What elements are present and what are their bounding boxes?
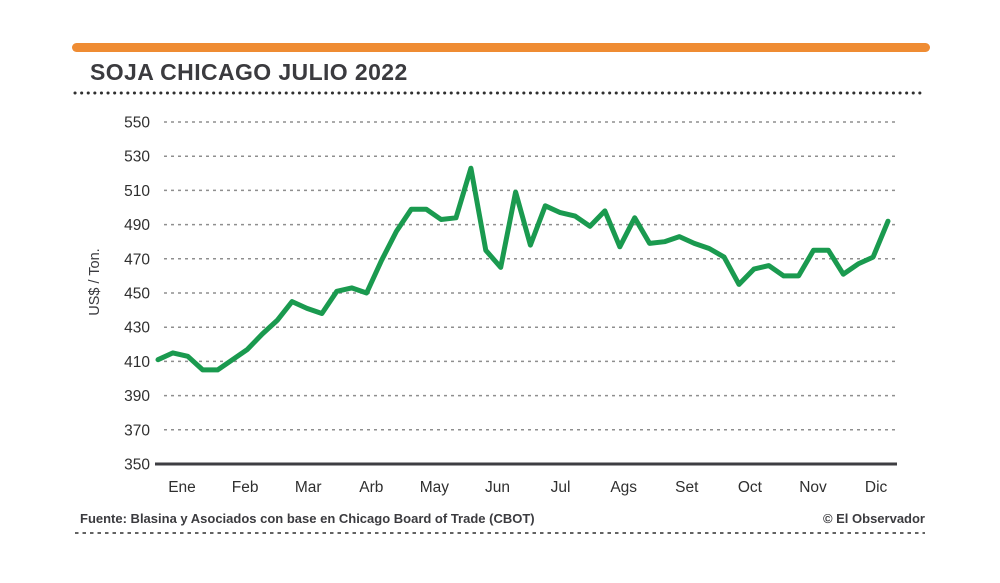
footer-source: Fuente: Blasina y Asociados con base en … — [80, 511, 535, 526]
x-tick-label: Ene — [168, 479, 196, 496]
page-title: SOJA CHICAGO JULIO 2022 — [90, 59, 408, 85]
y-tick-label: 530 — [124, 149, 150, 166]
x-tick-label: Ags — [610, 479, 637, 496]
price-line — [155, 165, 891, 373]
y-tick-label: 370 — [124, 422, 150, 439]
x-tick-label: Oct — [738, 479, 763, 496]
x-tick-label: Jul — [551, 479, 571, 496]
x-tick-label: Arb — [359, 479, 383, 496]
accent-bar — [72, 43, 930, 52]
x-tick-label: Feb — [232, 479, 259, 496]
y-axis-title: US$ / Ton. — [87, 248, 103, 316]
x-tick-label: Nov — [799, 479, 827, 496]
y-tick-label: 350 — [124, 457, 150, 474]
x-tick-label: May — [420, 479, 450, 496]
y-tick-label: 390 — [124, 388, 150, 405]
y-tick-label: 470 — [124, 251, 150, 268]
x-tick-label: Dic — [865, 479, 888, 496]
y-tick-label: 450 — [124, 286, 150, 303]
x-tick-label: Set — [675, 479, 699, 496]
footer-credit: © El Observador — [822, 511, 925, 526]
y-tick-label: 430 — [124, 320, 150, 337]
y-tick-label: 410 — [124, 354, 150, 371]
x-tick-label: Mar — [295, 479, 322, 496]
x-tick-label: Jun — [485, 479, 510, 496]
y-tick-label: 510 — [124, 183, 150, 200]
y-tick-label: 550 — [124, 115, 150, 132]
y-tick-label: 490 — [124, 217, 150, 234]
